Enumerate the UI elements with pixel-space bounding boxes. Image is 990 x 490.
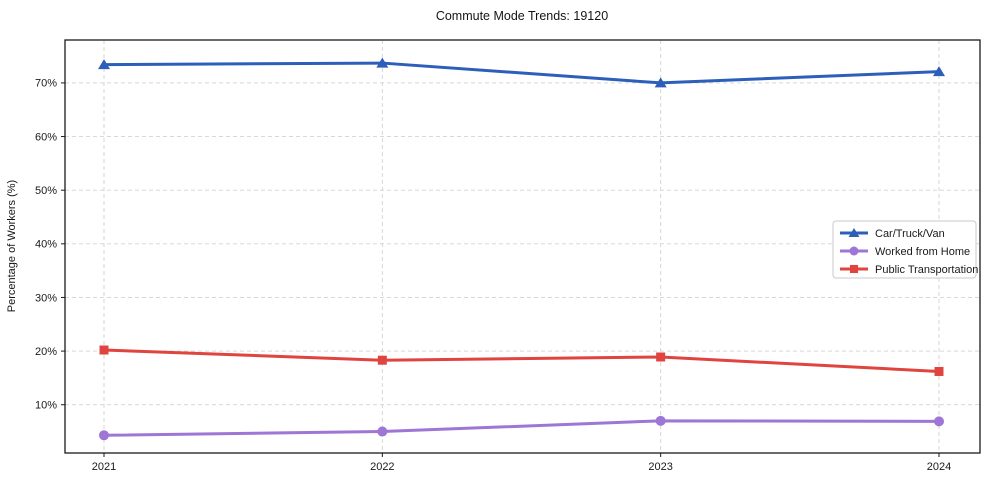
- series-line: [102, 61, 941, 85]
- y-tick-label: 50%: [35, 185, 57, 197]
- triangle-marker: [848, 228, 860, 238]
- y-tick-label: 60%: [35, 131, 57, 143]
- triangle-marker: [376, 57, 389, 68]
- square-marker: [656, 352, 666, 362]
- circle-marker: [934, 416, 944, 427]
- legend-entry: Worked from Home: [840, 246, 970, 258]
- square-marker: [377, 355, 387, 365]
- square-marker: [934, 366, 944, 376]
- x-tick-label: 2021: [92, 461, 116, 473]
- x-tick-label: 2023: [648, 461, 672, 473]
- chart-title: Commute Mode Trends: 19120: [436, 9, 608, 23]
- legend: Car/Truck/Van Worked from Home Public Tran…: [832, 220, 978, 279]
- y-tick-label: 40%: [35, 239, 57, 251]
- chart-plot: 10% 20% 30% 40% 50% 60% 70% 2021 2022 2023 2024 Car…: [35, 39, 981, 473]
- plot-border: [64, 39, 981, 454]
- triangle-marker: [654, 77, 667, 88]
- legend-label: Public Transportation: [875, 264, 978, 276]
- legend-entry: Public Transportation: [840, 264, 978, 276]
- legend-entry: Car/Truck/Van: [840, 228, 945, 240]
- series-line: [102, 348, 941, 373]
- y-tick-label: 20%: [35, 346, 57, 358]
- y-tick-label: 70%: [35, 78, 57, 90]
- triangle-marker: [933, 66, 945, 77]
- x-tick-label: 2024: [927, 461, 951, 473]
- y-axis-label: Percentage of Workers (%): [6, 180, 18, 312]
- circle-marker: [655, 415, 666, 426]
- legend-label: Car/Truck/Van: [875, 228, 945, 240]
- y-tick-label: 30%: [35, 292, 57, 304]
- y-tick-label: 10%: [35, 400, 57, 412]
- circle-marker: [377, 426, 388, 437]
- series-line: [102, 419, 941, 437]
- circle-marker: [849, 246, 859, 256]
- x-tick-label: 2022: [370, 461, 394, 473]
- circle-marker: [99, 430, 109, 441]
- square-marker: [99, 345, 109, 355]
- triangle-marker: [98, 59, 110, 70]
- square-marker: [849, 264, 859, 274]
- legend-box: [832, 220, 977, 279]
- legend-label: Worked from Home: [875, 246, 970, 258]
